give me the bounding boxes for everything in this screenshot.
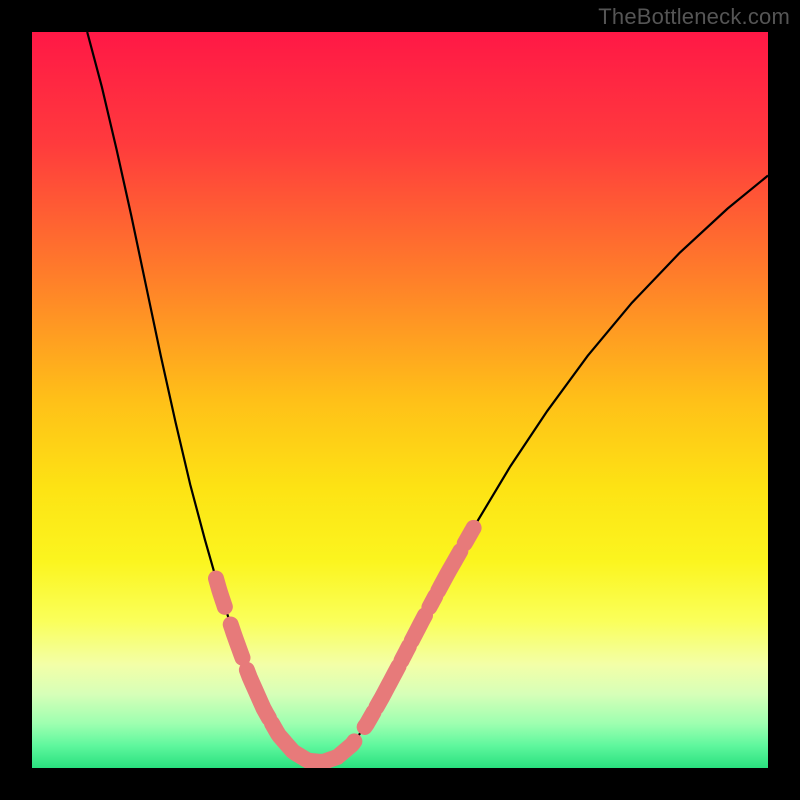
marker-segment: [401, 646, 408, 660]
plot-area: [32, 32, 768, 768]
watermark-text: TheBottleneck.com: [598, 4, 790, 30]
marker-segment: [343, 741, 355, 752]
marker-segment: [231, 624, 243, 657]
chart-svg: [0, 0, 800, 800]
marker-segment: [429, 596, 435, 607]
chart-stage: TheBottleneck.com: [0, 0, 800, 800]
marker-segment: [465, 528, 474, 543]
marker-segment: [216, 578, 225, 606]
marker-segment: [365, 712, 374, 727]
